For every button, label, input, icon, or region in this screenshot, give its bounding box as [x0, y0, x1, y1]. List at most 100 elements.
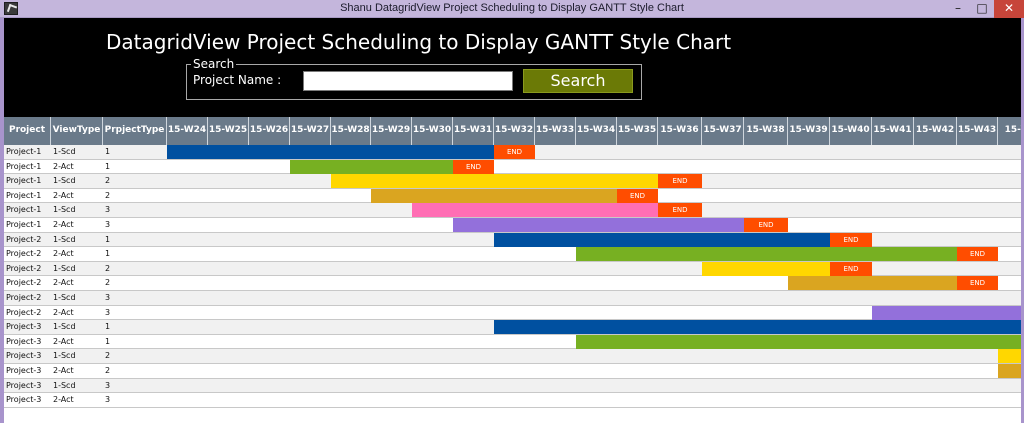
- cell-project-type[interactable]: 2: [105, 190, 111, 200]
- cell-view-type[interactable]: 2-Act: [53, 278, 74, 288]
- gantt-bar[interactable]: [412, 203, 658, 218]
- column-header-week[interactable]: 15-W35: [617, 117, 658, 145]
- table-row[interactable]: Project-3 2-Act 1: [4, 334, 1021, 350]
- column-header-week[interactable]: 15-W33: [535, 117, 576, 145]
- close-button[interactable]: ✕: [994, 0, 1024, 18]
- cell-project-type[interactable]: 1: [105, 322, 111, 332]
- cell-project-type[interactable]: 3: [105, 395, 111, 405]
- column-header-week[interactable]: 15-W29: [371, 117, 412, 145]
- column-header-week[interactable]: 15-W34: [576, 117, 617, 145]
- cell-view-type[interactable]: 2-Act: [53, 366, 74, 375]
- table-row[interactable]: Project-1 2-Act 1 END: [4, 159, 1021, 175]
- gantt-bar[interactable]: [998, 349, 1021, 364]
- column-header-week[interactable]: 15-W26: [249, 117, 290, 145]
- cell-project[interactable]: Project-3: [6, 322, 42, 332]
- cell-project-type[interactable]: 3: [105, 307, 111, 317]
- cell-project-type[interactable]: 3: [105, 220, 111, 229]
- column-header-week[interactable]: 15-W39: [788, 117, 830, 145]
- cell-project-type[interactable]: 1: [105, 161, 111, 171]
- cell-view-type[interactable]: 1-Scd: [53, 176, 76, 186]
- cell-view-type[interactable]: 1-Scd: [53, 205, 76, 215]
- gantt-bar[interactable]: [872, 305, 1021, 320]
- table-row[interactable]: Project-2 1-Scd 1 END: [4, 232, 1021, 248]
- table-row[interactable]: Project-3 1-Scd 1: [4, 320, 1021, 335]
- cell-project[interactable]: Project-1: [6, 176, 42, 186]
- cell-project[interactable]: Project-3: [6, 395, 42, 405]
- cell-view-type[interactable]: 2-Act: [53, 336, 74, 346]
- cell-view-type[interactable]: 2-Act: [53, 220, 74, 229]
- cell-project[interactable]: Project-1: [6, 190, 42, 200]
- column-header-view-type[interactable]: ViewType: [51, 117, 103, 145]
- gantt-bar[interactable]: [453, 218, 744, 232]
- cell-project[interactable]: Project-2: [6, 293, 42, 302]
- cell-project[interactable]: Project-3: [6, 336, 42, 346]
- table-row[interactable]: Project-3 1-Scd 3: [4, 378, 1021, 394]
- cell-project-type[interactable]: 2: [105, 351, 111, 361]
- cell-view-type[interactable]: 1-Scd: [53, 293, 76, 302]
- cell-view-type[interactable]: 2-Act: [53, 307, 74, 317]
- gantt-bar[interactable]: [702, 261, 830, 276]
- table-row[interactable]: Project-1 1-Scd 2 END: [4, 174, 1021, 189]
- table-row[interactable]: Project-3 2-Act 2: [4, 364, 1021, 379]
- cell-project[interactable]: Project-2: [6, 263, 42, 273]
- cell-project-type[interactable]: 3: [105, 380, 111, 390]
- window-title-bar[interactable]: Shanu DatagridView Project Scheduling to…: [0, 0, 1024, 18]
- table-row[interactable]: Project-1 1-Scd 1 END: [4, 145, 1021, 160]
- table-row[interactable]: Project-1 2-Act 3 END: [4, 218, 1021, 233]
- table-row[interactable]: Project-2 2-Act 2 END: [4, 276, 1021, 291]
- column-header-week[interactable]: 15-W31: [453, 117, 494, 145]
- cell-project[interactable]: Project-3: [6, 351, 42, 361]
- cell-project[interactable]: Project-3: [6, 380, 42, 390]
- project-name-input[interactable]: [303, 71, 513, 91]
- table-row[interactable]: Project-2 2-Act 3: [4, 305, 1021, 321]
- minimize-button[interactable]: –: [946, 0, 970, 18]
- cell-view-type[interactable]: 1-Scd: [53, 263, 76, 273]
- column-header-week[interactable]: 15-W24: [167, 117, 208, 145]
- table-row[interactable]: Project-2 2-Act 1 END: [4, 247, 1021, 262]
- cell-project[interactable]: Project-2: [6, 307, 42, 317]
- cell-project-type[interactable]: 2: [105, 263, 111, 273]
- cell-view-type[interactable]: 1-Scd: [53, 380, 76, 390]
- column-header-week[interactable]: 15-W: [998, 117, 1021, 145]
- cell-project-type[interactable]: 2: [105, 366, 111, 375]
- cell-project-type[interactable]: 3: [105, 293, 111, 302]
- gantt-data-grid[interactable]: Project ViewType PrpjectType 15-W24 15-W25 15…: [4, 117, 1021, 423]
- cell-view-type[interactable]: 1-Scd: [53, 234, 76, 244]
- cell-project-type[interactable]: 1: [105, 249, 111, 259]
- cell-view-type[interactable]: 2-Act: [53, 161, 74, 171]
- gantt-bar[interactable]: [371, 188, 617, 203]
- cell-project-type[interactable]: 2: [105, 278, 111, 288]
- maximize-button[interactable]: □: [970, 0, 994, 18]
- cell-project-type[interactable]: 3: [105, 205, 111, 215]
- gantt-bar[interactable]: [494, 320, 1021, 335]
- column-header-project-type[interactable]: PrpjectType: [103, 117, 167, 145]
- column-header-week[interactable]: 15-W40: [830, 117, 872, 145]
- cell-view-type[interactable]: 1-Scd: [53, 147, 76, 156]
- table-row[interactable]: Project-2 1-Scd 2 END: [4, 261, 1021, 277]
- cell-project[interactable]: Project-2: [6, 278, 42, 288]
- cell-project[interactable]: Project-1: [6, 147, 42, 156]
- cell-project[interactable]: Project-1: [6, 205, 42, 215]
- gantt-bar[interactable]: [788, 276, 957, 291]
- column-header-week[interactable]: 15-W36: [658, 117, 702, 145]
- cell-project[interactable]: Project-2: [6, 234, 42, 244]
- app-icon[interactable]: [4, 2, 18, 15]
- column-header-week[interactable]: 15-W41: [872, 117, 914, 145]
- cell-view-type[interactable]: 2-Act: [53, 249, 74, 259]
- cell-project[interactable]: Project-1: [6, 220, 42, 229]
- cell-project[interactable]: Project-1: [6, 161, 42, 171]
- gantt-bar[interactable]: [576, 334, 1021, 349]
- cell-view-type[interactable]: 1-Scd: [53, 322, 76, 332]
- gantt-bar[interactable]: [576, 247, 957, 262]
- gantt-bar[interactable]: [167, 145, 494, 159]
- cell-project-type[interactable]: 2: [105, 176, 111, 186]
- cell-view-type[interactable]: 1-Scd: [53, 351, 76, 361]
- column-header-week[interactable]: 15-W30: [412, 117, 453, 145]
- cell-project-type[interactable]: 1: [105, 147, 111, 156]
- cell-project[interactable]: Project-2: [6, 249, 42, 259]
- gantt-bar[interactable]: [998, 364, 1021, 378]
- table-row[interactable]: Project-2 1-Scd 3: [4, 291, 1021, 306]
- column-header-week[interactable]: 15-W25: [208, 117, 249, 145]
- table-row[interactable]: Project-1 2-Act 2 END: [4, 188, 1021, 204]
- search-button[interactable]: Search: [523, 69, 633, 93]
